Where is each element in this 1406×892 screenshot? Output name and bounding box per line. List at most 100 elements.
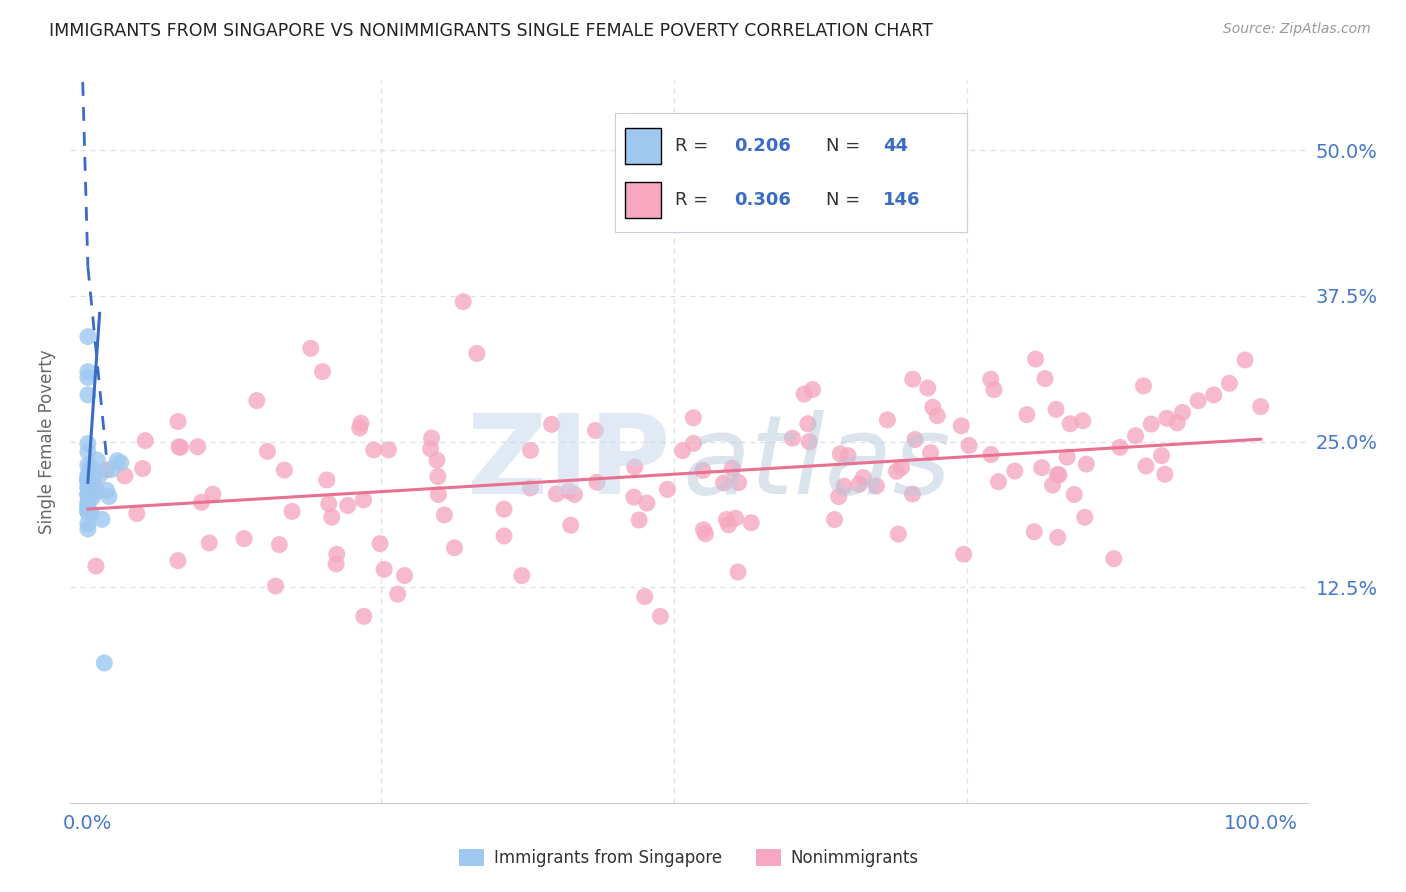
Point <box>1154 467 1177 482</box>
Point <box>1063 487 1085 501</box>
Point <box>353 609 375 624</box>
Point <box>1150 449 1173 463</box>
Point <box>1059 417 1081 431</box>
Point <box>110 456 132 470</box>
Point <box>169 440 191 454</box>
Text: IMMIGRANTS FROM SINGAPORE VS NONIMMIGRANTS SINGLE FEMALE POVERTY CORRELATION CHA: IMMIGRANTS FROM SINGAPORE VS NONIMMIGRAN… <box>49 22 934 40</box>
Point <box>886 464 908 478</box>
Point <box>77 474 100 488</box>
Point <box>84 559 107 574</box>
Point <box>433 508 456 522</box>
Point <box>318 497 340 511</box>
Point <box>797 417 820 431</box>
Point <box>901 372 924 386</box>
Point <box>77 329 100 343</box>
Point <box>77 444 100 458</box>
Point <box>233 532 256 546</box>
Point <box>717 517 740 532</box>
Point <box>167 415 190 429</box>
Point <box>426 469 449 483</box>
Point <box>84 485 107 500</box>
Point <box>377 442 399 457</box>
Point <box>494 529 516 543</box>
Point <box>519 481 541 495</box>
Point <box>77 388 100 402</box>
Point <box>105 453 128 467</box>
Point <box>98 490 121 504</box>
Point <box>77 505 100 519</box>
Point <box>560 518 582 533</box>
Point <box>1076 457 1098 471</box>
Point <box>904 433 927 447</box>
Point <box>623 490 645 504</box>
Point <box>80 506 103 520</box>
Point <box>865 479 887 493</box>
Point <box>721 461 744 475</box>
Point <box>980 448 1002 462</box>
Point <box>264 579 287 593</box>
Point <box>636 496 658 510</box>
Point <box>93 656 115 670</box>
Point <box>131 461 153 475</box>
Point <box>77 488 100 502</box>
Point <box>350 416 373 430</box>
Point <box>77 522 100 536</box>
Point <box>77 436 100 450</box>
Point <box>1056 450 1078 464</box>
Point <box>82 491 104 505</box>
Point <box>546 487 568 501</box>
Point <box>950 418 973 433</box>
Point <box>1202 388 1225 402</box>
Point <box>77 477 100 491</box>
Point <box>77 487 100 501</box>
Point <box>77 504 100 518</box>
Point <box>740 516 762 530</box>
Point <box>269 538 291 552</box>
Legend: Immigrants from Singapore, Nonimmigrants: Immigrants from Singapore, Nonimmigrants <box>453 842 925 874</box>
Point <box>628 513 651 527</box>
Point <box>426 453 449 467</box>
Point <box>1033 371 1056 385</box>
Point <box>713 475 735 490</box>
Point <box>1135 458 1157 473</box>
Point <box>77 480 100 494</box>
Point <box>1171 405 1194 419</box>
Point <box>876 413 898 427</box>
Point <box>983 383 1005 397</box>
Point <box>373 562 395 576</box>
Point <box>848 477 870 491</box>
Y-axis label: Single Female Poverty: Single Female Poverty <box>38 350 56 533</box>
Point <box>692 523 714 537</box>
Point <box>77 498 100 512</box>
Point <box>77 365 100 379</box>
Point <box>134 434 156 448</box>
Point <box>281 504 304 518</box>
Point <box>96 483 118 498</box>
Point <box>564 487 586 501</box>
Point <box>837 449 859 463</box>
Point <box>363 442 385 457</box>
Point <box>634 590 657 604</box>
Point <box>187 440 209 454</box>
Point <box>77 467 100 482</box>
Point <box>671 443 693 458</box>
Point <box>198 536 221 550</box>
Point <box>349 421 371 435</box>
Point <box>782 431 804 445</box>
Point <box>86 453 108 467</box>
Point <box>1046 467 1069 482</box>
Point <box>830 447 852 461</box>
Point <box>1015 408 1038 422</box>
Point <box>201 487 224 501</box>
Point <box>1166 416 1188 430</box>
Point <box>917 381 939 395</box>
Text: atlas: atlas <box>683 409 952 516</box>
Point <box>315 473 337 487</box>
Point <box>727 565 749 579</box>
Point <box>299 341 322 355</box>
Point <box>114 469 136 483</box>
Point <box>77 475 100 490</box>
Point <box>465 346 488 360</box>
Point <box>77 471 100 485</box>
Point <box>980 372 1002 386</box>
